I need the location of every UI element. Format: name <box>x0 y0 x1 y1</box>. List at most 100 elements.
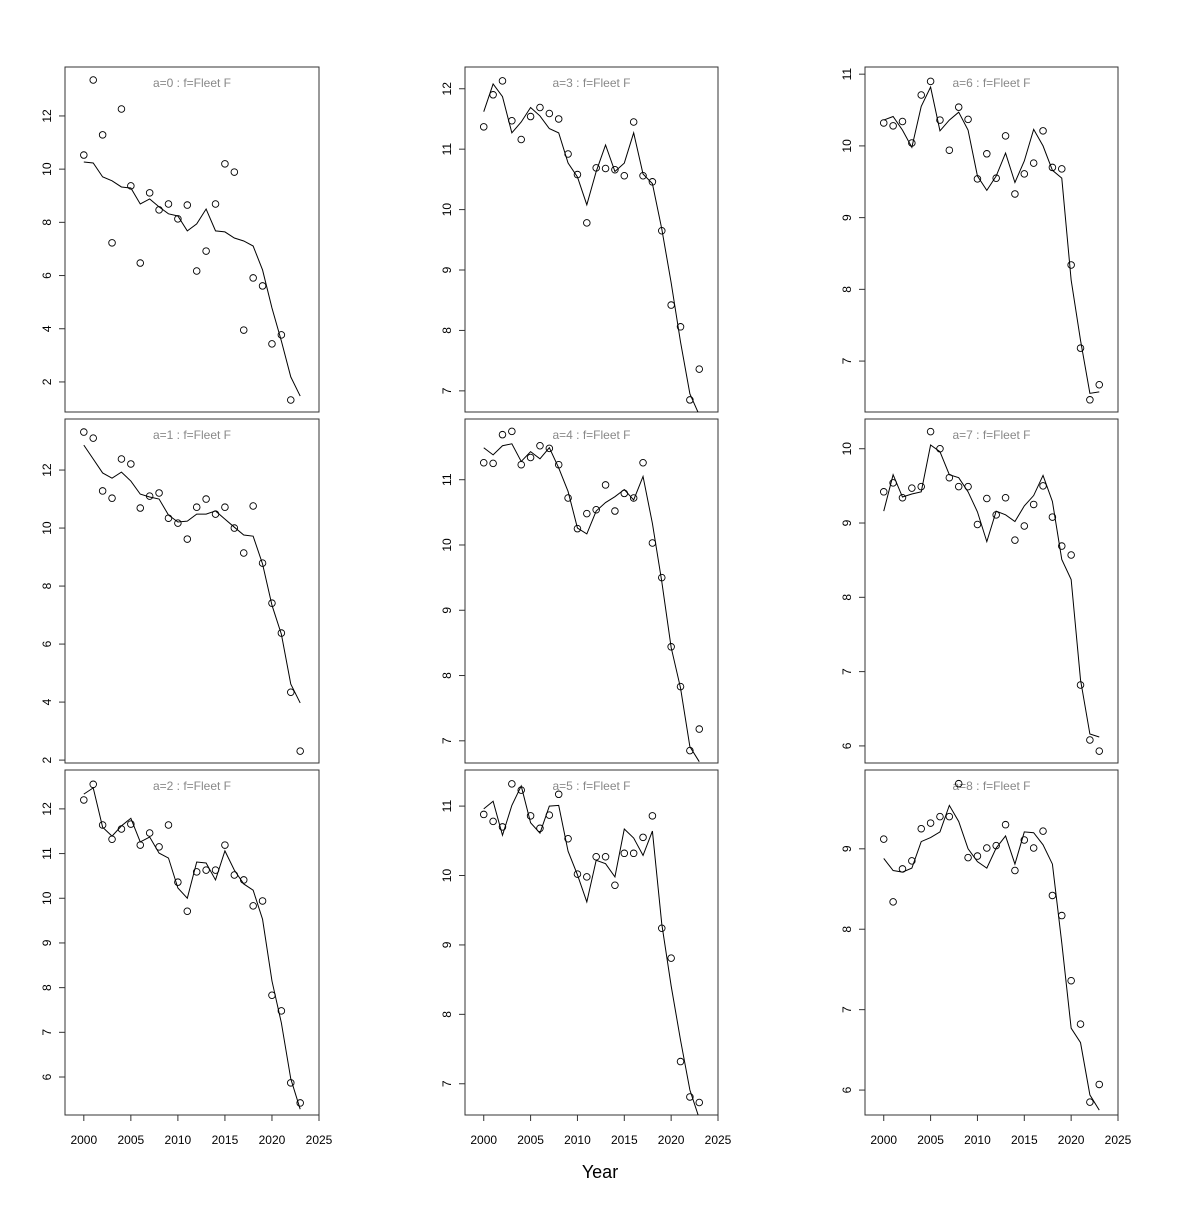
y-tick-label: 2 <box>40 756 54 763</box>
data-point <box>954 779 963 788</box>
data-point <box>917 91 925 99</box>
data-point <box>89 434 97 442</box>
data-point <box>117 105 126 113</box>
data-point <box>239 549 248 557</box>
y-tick-label: 6 <box>40 1073 54 1080</box>
data-point <box>98 487 107 495</box>
plot-area <box>479 427 704 762</box>
data-point <box>583 219 591 227</box>
data-point <box>1076 344 1085 352</box>
y-tick-label: 6 <box>40 272 54 279</box>
data-point <box>1067 261 1075 269</box>
data-point <box>564 834 572 843</box>
fitted-line <box>483 784 699 1115</box>
plot-frame <box>864 418 1119 764</box>
x-tick-label: 2010 <box>165 1133 192 1147</box>
data-point <box>127 460 135 468</box>
data-point <box>98 131 107 139</box>
y-tick-label: 12 <box>40 109 54 123</box>
y-tick-label: 7 <box>440 737 454 744</box>
plot-area <box>879 427 1104 755</box>
x-tick-label: 2000 <box>870 1133 897 1147</box>
data-point <box>183 907 192 915</box>
x-axis-label: Year <box>582 1162 618 1182</box>
y-tick-label: 9 <box>840 519 854 526</box>
y-tick-label: 10 <box>40 521 54 535</box>
data-point <box>183 535 192 543</box>
data-point <box>879 119 888 127</box>
data-point <box>287 396 295 404</box>
panel-title: a=4 : f=Fleet F <box>552 428 630 442</box>
y-tick-label: 12 <box>440 82 454 96</box>
y-tick-label: 6 <box>40 640 54 647</box>
data-point <box>296 747 304 755</box>
x-tick-label: 2025 <box>705 1133 732 1147</box>
panel-title: a=3 : f=Fleet F <box>552 76 630 90</box>
data-point <box>479 458 488 467</box>
y-tick-label: 9 <box>440 266 454 273</box>
data-point <box>136 841 145 849</box>
y-tick-label: 8 <box>840 594 854 601</box>
y-tick-label: 9 <box>840 845 854 852</box>
fitted-line <box>483 82 699 412</box>
data-point <box>1020 170 1029 178</box>
data-point <box>1020 836 1029 844</box>
data-point <box>611 881 619 889</box>
data-point <box>1029 159 1038 167</box>
fitted-line <box>483 443 700 762</box>
data-point <box>1058 911 1066 920</box>
data-point <box>489 91 497 99</box>
y-tick-label: 8 <box>40 984 54 991</box>
x-tick-label: 2005 <box>118 1133 145 1147</box>
x-tick-label: 2020 <box>1058 1133 1085 1147</box>
data-point <box>926 427 935 436</box>
panel-title: a=6 : f=Fleet F <box>952 76 1030 90</box>
data-point <box>89 780 97 789</box>
data-point <box>964 115 972 124</box>
data-point <box>164 821 173 829</box>
data-point <box>526 453 535 462</box>
panel: a=8 : f=Fleet F 6 7 8 9 2000 2005 2010 2015 2020 2… <box>840 769 1132 1147</box>
data-point <box>936 116 944 124</box>
data-point <box>676 323 685 331</box>
plot-frame <box>864 769 1119 1116</box>
panel: a=1 : f=Fleet F 2 4 6 8 10 12 <box>40 418 320 764</box>
data-point <box>983 150 991 158</box>
fitted-line <box>83 787 301 1110</box>
data-point <box>508 427 516 436</box>
plot-frame <box>64 418 320 764</box>
data-point <box>536 442 544 450</box>
y-tick-label: 12 <box>40 802 54 816</box>
data-point <box>526 812 535 820</box>
data-point <box>287 688 295 696</box>
data-point <box>80 796 88 804</box>
data-point <box>1020 522 1029 530</box>
data-point <box>601 164 610 173</box>
data-point <box>1039 482 1047 490</box>
fitted-line <box>883 804 1100 1111</box>
data-point <box>973 520 982 529</box>
data-point <box>1095 1080 1104 1089</box>
data-point <box>498 823 507 831</box>
data-point <box>192 868 201 876</box>
y-tick-label: 9 <box>40 939 54 946</box>
x-tick-label: 2010 <box>964 1133 991 1147</box>
x-tick-label: 2025 <box>306 1133 333 1147</box>
panel-title: a=5 : f=Fleet F <box>552 779 630 793</box>
y-tick-label: 8 <box>440 327 454 334</box>
data-point <box>1067 976 1075 985</box>
data-point <box>296 1099 304 1107</box>
data-point <box>1001 132 1010 140</box>
plot-area <box>879 779 1104 1111</box>
data-point <box>686 396 694 404</box>
data-point <box>908 857 916 865</box>
y-tick-label: 7 <box>840 1006 854 1013</box>
data-point <box>1048 513 1057 521</box>
x-tick-label: 2000 <box>70 1133 97 1147</box>
y-tick-label: 8 <box>840 286 854 293</box>
data-point <box>508 780 516 788</box>
data-point <box>926 77 935 86</box>
plot-frame <box>464 769 719 1116</box>
y-tick-label: 7 <box>40 1029 54 1036</box>
